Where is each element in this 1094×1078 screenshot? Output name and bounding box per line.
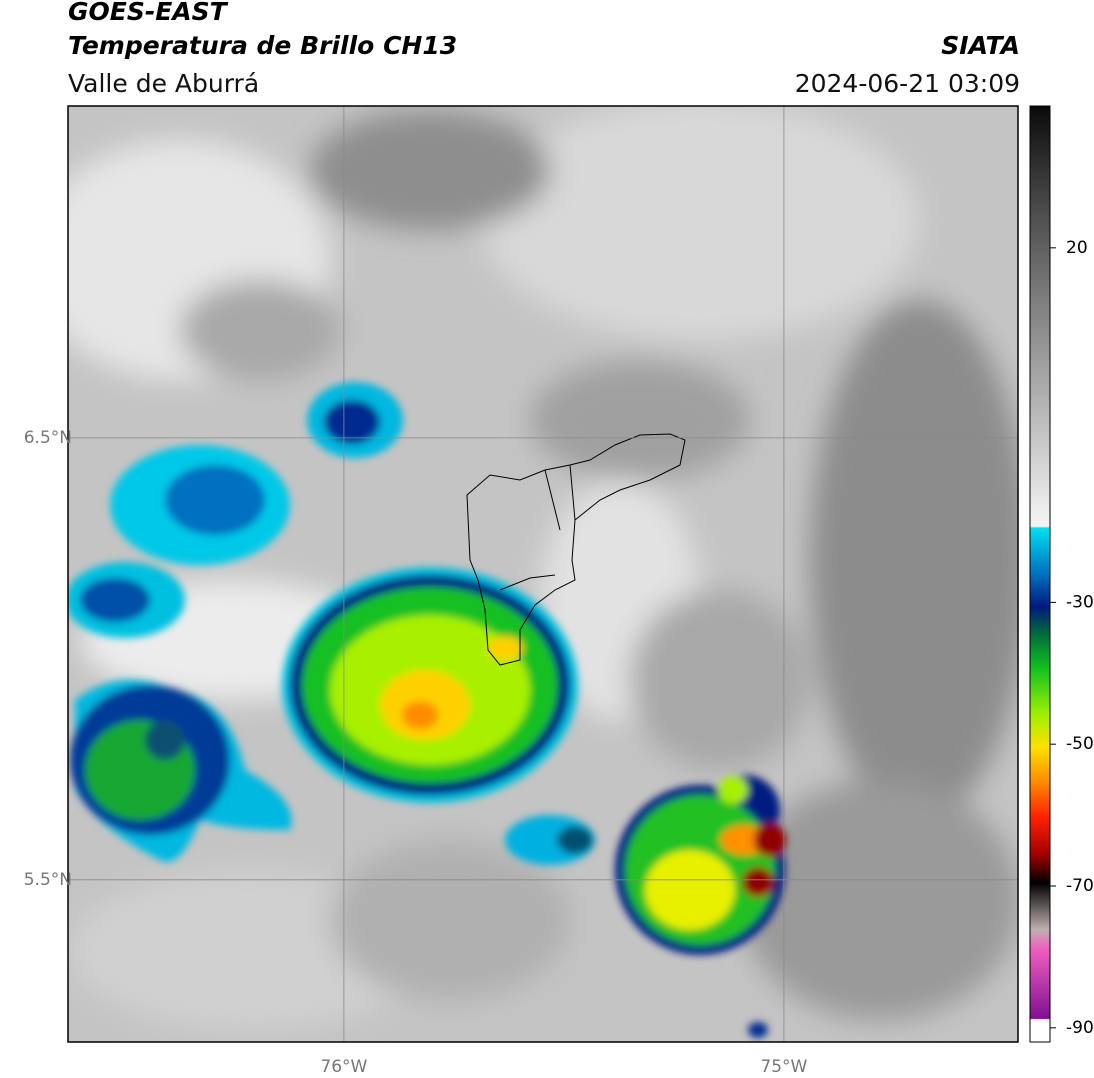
map-frame xyxy=(67,105,1019,1043)
y-tick-label: 5.5°N xyxy=(24,870,72,890)
colorbar-tick-label: 20 xyxy=(1066,238,1088,258)
datetime: 2024-06-21 03:09 xyxy=(795,69,1020,98)
satellite-image xyxy=(68,106,1018,1042)
source: SIATA xyxy=(941,31,1020,60)
subtitle: Temperatura de Brillo CH13 xyxy=(68,31,457,60)
x-tick-label: 76°W xyxy=(320,1057,367,1077)
colorbar-tick-label: -30 xyxy=(1066,592,1094,612)
colorbar-tick-label: -50 xyxy=(1066,734,1094,754)
colorbar-tick-label: -90 xyxy=(1066,1018,1094,1038)
colorbar-tick-label: -70 xyxy=(1066,876,1094,896)
region: Valle de Aburrá xyxy=(68,69,259,98)
x-tick-label: 75°W xyxy=(760,1057,807,1077)
y-tick-label: 6.5°N xyxy=(24,428,72,448)
graticule xyxy=(68,106,1018,1042)
colorbar xyxy=(1029,105,1051,1043)
title: GOES-EAST xyxy=(68,0,229,26)
